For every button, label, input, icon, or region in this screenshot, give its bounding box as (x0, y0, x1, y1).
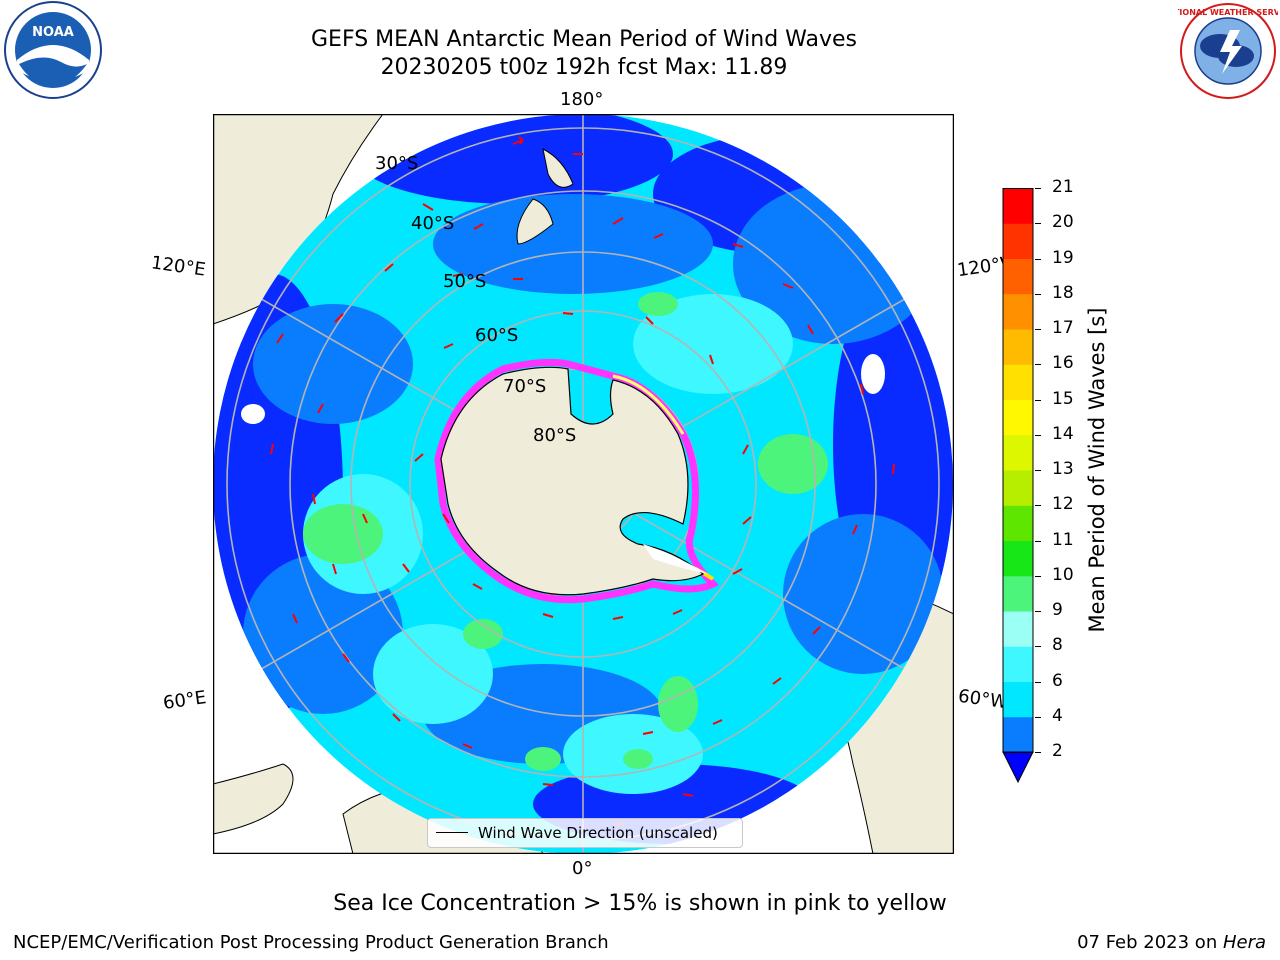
lat-label-60s: 60°S (475, 325, 518, 346)
colorbar-tick-mark (1035, 258, 1041, 260)
colorbar-segment (1003, 611, 1033, 647)
lon-label-180: 180° (560, 89, 604, 110)
colorbar-segment (1003, 434, 1033, 471)
colorbar-tick-mark (1035, 646, 1041, 648)
colorbar-segment (1003, 223, 1033, 259)
colorbar-segment (1003, 293, 1033, 330)
footer-host: Hera (1222, 932, 1266, 953)
nws-logo: NATIONAL WEATHER SERVICE (1178, 3, 1278, 99)
lon-label-120e: 120°E (149, 252, 207, 281)
colorbar-tick-label: 6 (1052, 670, 1063, 691)
colorbar-segment (1003, 540, 1033, 577)
colorbar-segment (1003, 399, 1033, 436)
colorbar-tick-mark (1035, 223, 1041, 225)
antarctica-land (440, 366, 705, 596)
colorbar-segment (1003, 258, 1033, 295)
colorbar-segment (1003, 188, 1033, 224)
lat-label-70s: 70°S (503, 376, 546, 397)
colorbar-under-arrow (1002, 751, 1034, 784)
lat-label-50s: 50°S (443, 271, 486, 292)
sea-ice-note: Sea Ice Concentration > 15% is shown in … (333, 891, 947, 916)
colorbar-tick-label: 14 (1052, 423, 1074, 444)
footer-date: 07 Feb 2023 on (1077, 932, 1223, 953)
colorbar-tick-label: 16 (1052, 353, 1074, 374)
colorbar-tick-label: 15 (1052, 388, 1074, 409)
colorbar-tick-label: 12 (1052, 494, 1074, 515)
nws-logo-text: NATIONAL WEATHER SERVICE (1178, 8, 1278, 17)
map-legend: Wind Wave Direction (unscaled) (427, 818, 743, 848)
colorbar-tick-label: 19 (1052, 247, 1074, 268)
colorbar (1002, 188, 1034, 784)
colorbar-tick-mark (1035, 540, 1041, 542)
colorbar-tick-label: 10 (1052, 564, 1074, 585)
colorbar-tick-label: 4 (1052, 705, 1063, 726)
colorbar-segment (1003, 329, 1033, 365)
lat-label-30s: 30°S (375, 153, 418, 174)
legend-line (436, 832, 468, 833)
colorbar-tick-mark (1035, 611, 1041, 612)
colorbar-tick-mark (1035, 505, 1041, 507)
chart-subtitle: 20230205 t00z 192h fcst Max: 11.89 (380, 55, 788, 80)
noaa-logo-text: NOAA (32, 25, 74, 40)
colorbar-tick-label: 20 (1052, 212, 1074, 233)
colorbar-tick-mark (1035, 293, 1041, 295)
footer-right: 07 Feb 2023 on Hera (1077, 932, 1266, 953)
colorbar-tick-label: 18 (1052, 282, 1074, 303)
lon-label-60e: 60°E (161, 687, 208, 714)
colorbar-tick-mark (1035, 364, 1041, 366)
colorbar-segment (1003, 716, 1033, 753)
sea-ice-edge (434, 358, 719, 604)
colorbar-segment (1003, 364, 1033, 400)
lon-label-0: 0° (572, 858, 593, 879)
footer-left: NCEP/EMC/Verification Post Processing Pr… (13, 932, 609, 953)
colorbar-tick-label: 8 (1052, 635, 1063, 656)
colorbar-tick-label: 2 (1052, 741, 1063, 761)
colorbar-tick-mark (1035, 681, 1041, 683)
colorbar-tick-label: 21 (1052, 177, 1074, 197)
legend-label: Wind Wave Direction (unscaled) (478, 824, 718, 842)
colorbar-segment (1003, 681, 1033, 718)
colorbar-segment (1003, 505, 1033, 541)
colorbar-tick-mark (1035, 470, 1041, 471)
polar-map: 30°S 40°S 50°S 60°S 70°S 80°S Wind Wave … (213, 114, 954, 854)
lat-label-80s: 80°S (533, 425, 576, 446)
madagascar-land (213, 763, 294, 835)
colorbar-title: Mean Period of Wind Waves [s] (1085, 307, 1109, 633)
colorbar-tick-mark (1035, 716, 1041, 718)
colorbar-tick-mark (1035, 575, 1041, 577)
colorbar-tick-label: 9 (1052, 600, 1063, 620)
colorbar-segment (1003, 470, 1033, 506)
colorbar-tick-mark (1035, 752, 1041, 753)
colorbar-segment (1003, 575, 1033, 612)
colorbar-tick-mark (1035, 329, 1041, 330)
colorbar-tick-mark (1035, 434, 1041, 436)
new-zealand-land (516, 148, 574, 245)
colorbar-tick-label: 17 (1052, 318, 1074, 338)
chart-title: GEFS MEAN Antarctic Mean Period of Wind … (311, 27, 857, 52)
colorbar-tick-label: 13 (1052, 459, 1074, 479)
colorbar-tick-mark (1035, 188, 1041, 189)
noaa-logo: NOAA (4, 1, 102, 99)
colorbar-tick-mark (1035, 399, 1041, 401)
colorbar-tick-label: 11 (1052, 529, 1074, 550)
colorbar-segment (1003, 646, 1033, 682)
lat-label-40s: 40°S (411, 213, 454, 234)
